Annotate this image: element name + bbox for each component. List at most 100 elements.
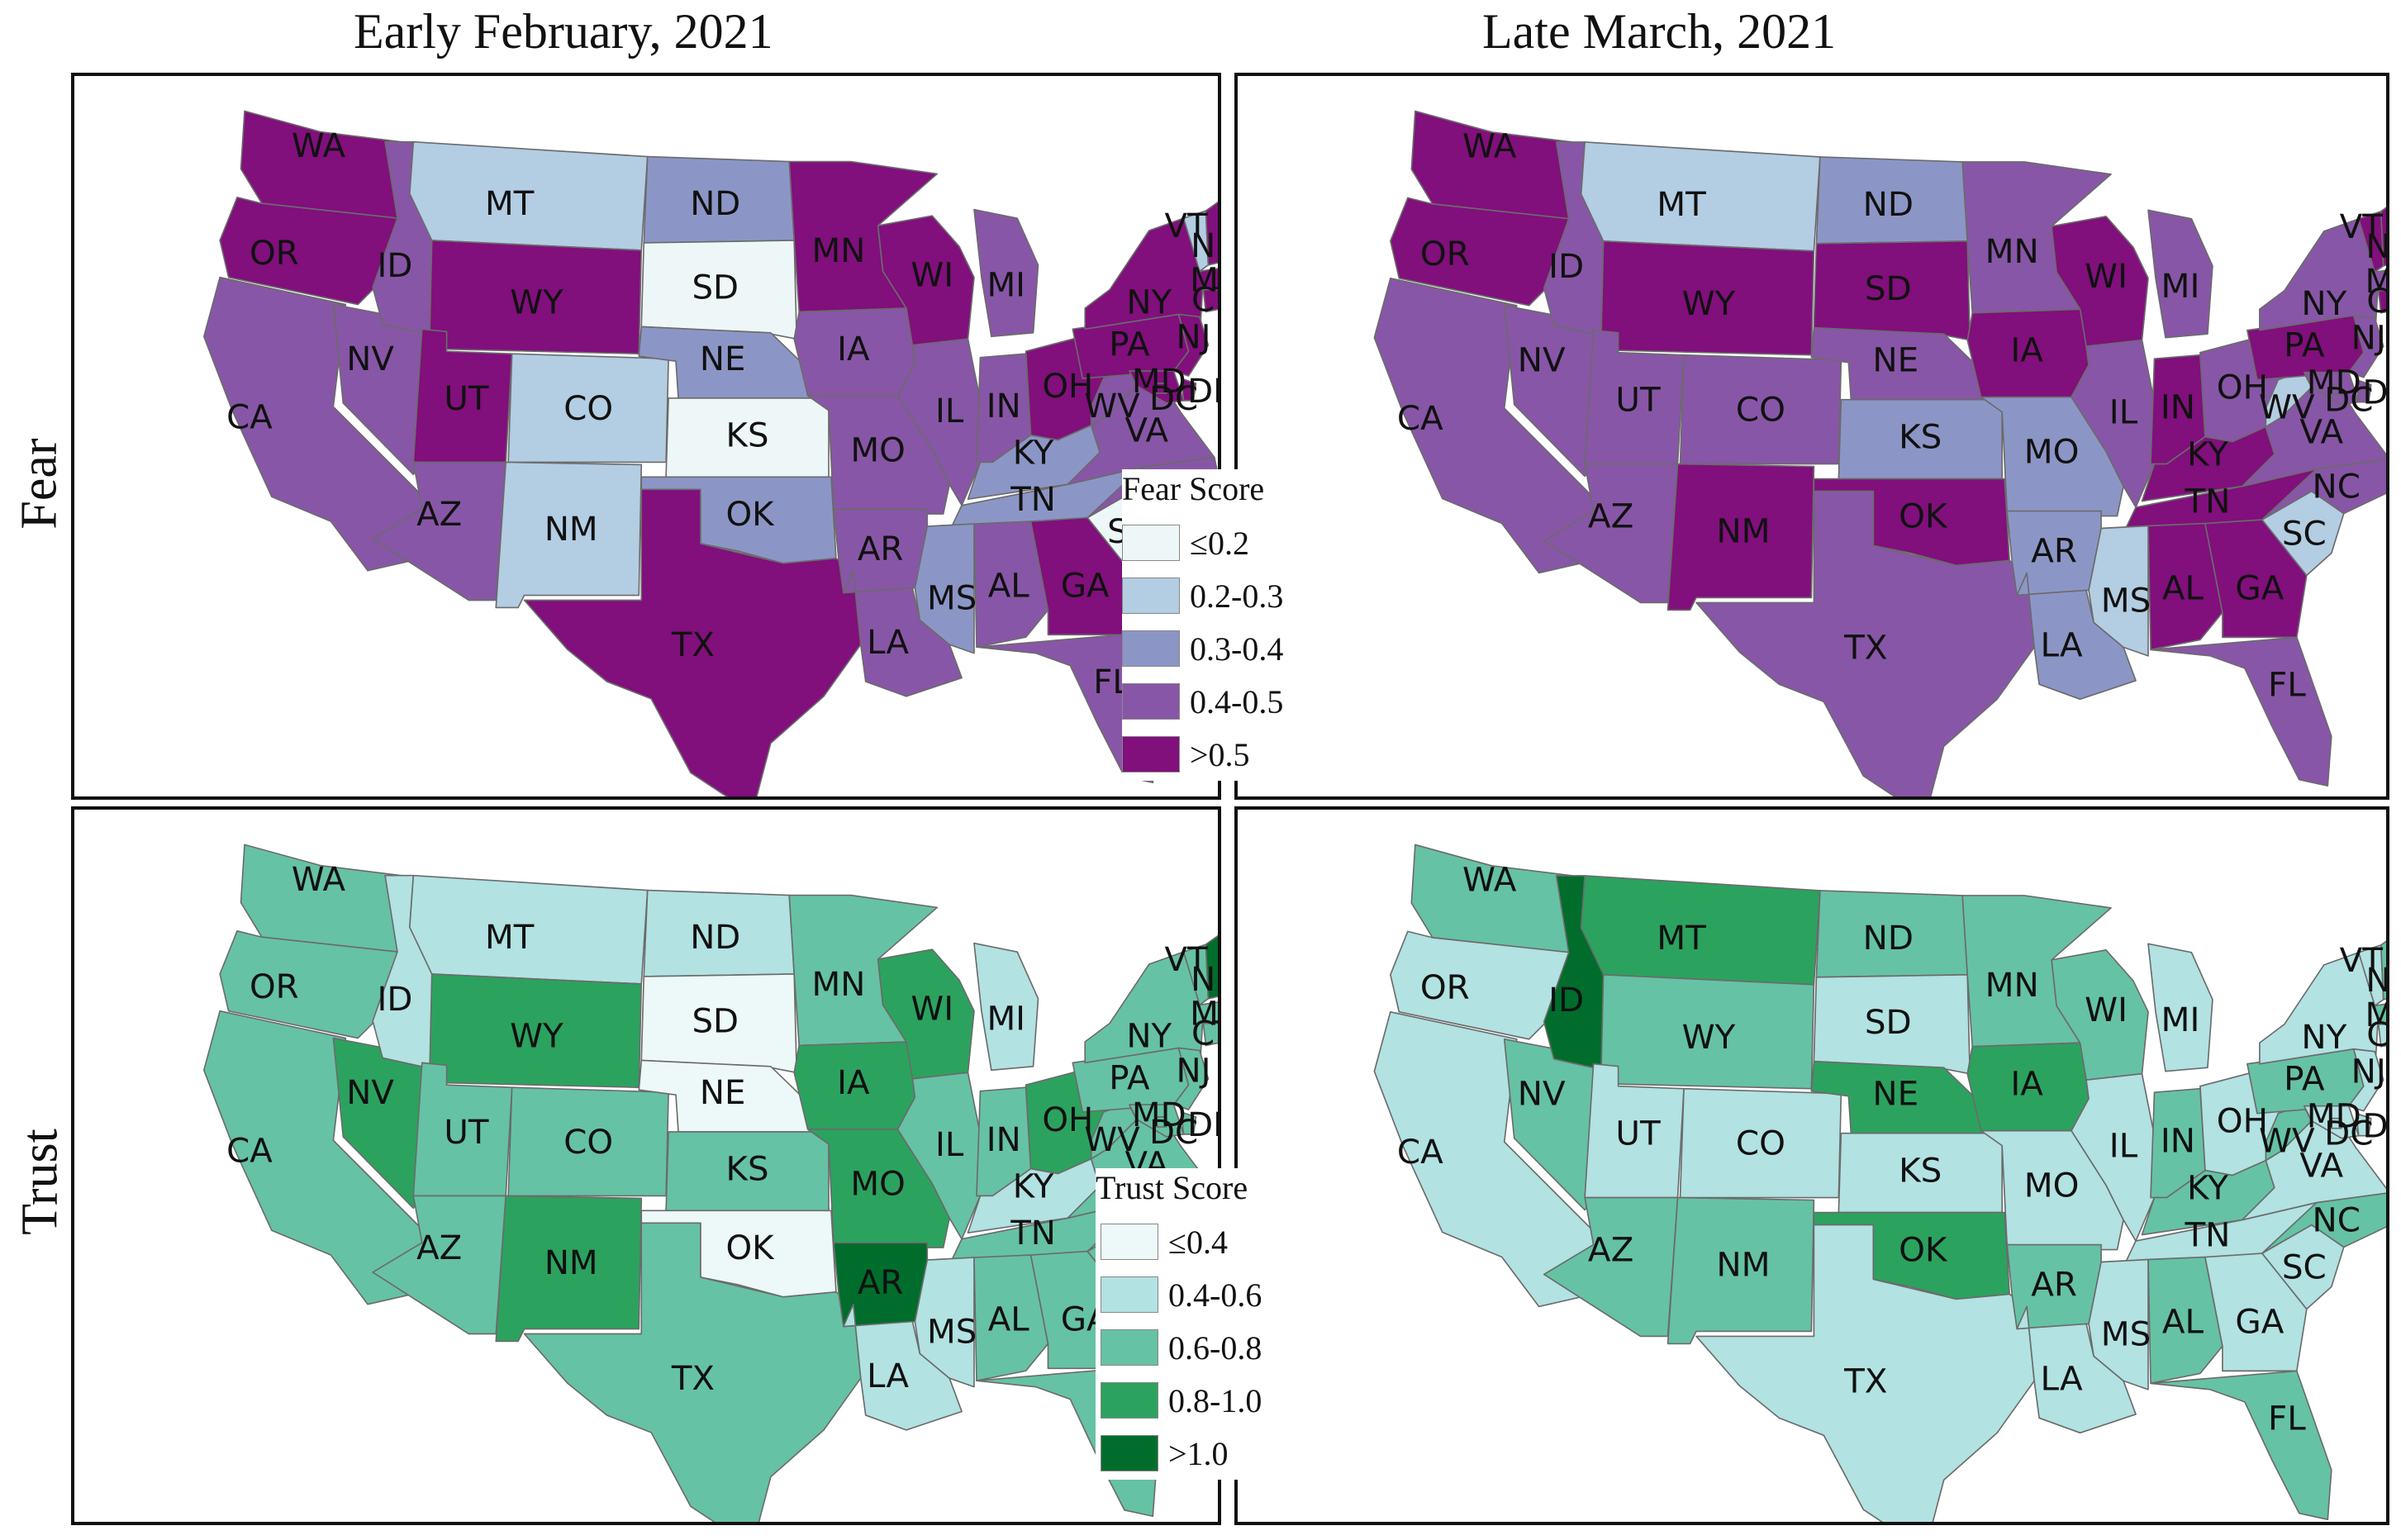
state-label-nm: NM xyxy=(1716,1245,1770,1285)
state-label-il: IL xyxy=(2109,1126,2138,1166)
state-nh xyxy=(1205,201,1218,266)
trust-late-march-map: WA OR CA NV ID MT WY UT AZ CO NM ND SD NE KS OK TX MN IA MO… xyxy=(1234,806,2389,1525)
state-label-sc: SC xyxy=(2282,513,2327,553)
state-label-tx: TX xyxy=(1843,627,1887,667)
trust-legend-item: 0.8-1.0 xyxy=(1096,1374,1262,1427)
state-de xyxy=(2355,378,2372,403)
state-label-il: IL xyxy=(2109,392,2138,432)
state-label-nd: ND xyxy=(1863,918,1914,958)
state-ca xyxy=(1373,277,1610,574)
state-label-de: DE xyxy=(2362,1106,2386,1146)
fear-legend-item: 0.4-0.5 xyxy=(1122,675,1283,728)
state-label-wv: WV xyxy=(1084,1121,1140,1159)
trust-legend-label: 0.6-0.8 xyxy=(1168,1328,1262,1367)
state-label-ms: MS xyxy=(2101,1314,2151,1353)
state-ma xyxy=(2374,269,2386,292)
state-label-wv: WV xyxy=(1084,387,1140,425)
state-la xyxy=(843,1303,963,1431)
state-label-la: LA xyxy=(2041,1358,2083,1398)
state-ma xyxy=(1199,1001,1218,1024)
state-nj xyxy=(1172,1047,1210,1110)
state-label-sd: SD xyxy=(692,269,739,307)
state-label-in: IN xyxy=(2161,1121,2195,1161)
trust-legend-title: Trust Score xyxy=(1096,1169,1248,1206)
state-label-pa: PA xyxy=(1109,326,1150,364)
state-or xyxy=(1390,197,1571,307)
state-ks xyxy=(665,397,830,478)
state-label-ca: CA xyxy=(226,398,273,436)
state-label-ca: CA xyxy=(1397,1132,1443,1172)
state-label-nv: NV xyxy=(1518,340,1566,380)
trust-legend-item: ≤0.4 xyxy=(1096,1215,1262,1268)
trust-legend-swatch xyxy=(1101,1435,1158,1471)
state-al xyxy=(973,520,1049,649)
state-label-pa: PA xyxy=(1109,1059,1150,1097)
state-il xyxy=(896,338,982,506)
state-label-ar: AR xyxy=(2031,1264,2077,1304)
state-nj xyxy=(2347,314,2384,378)
state-label-nh: NH xyxy=(1191,227,1218,265)
state-label-mn: MN xyxy=(1985,965,2039,1005)
state-or xyxy=(219,929,400,1039)
state-al xyxy=(2147,522,2223,651)
state-label-vt: VT xyxy=(2340,940,2384,980)
state-label-nd: ND xyxy=(690,919,740,957)
state-mi xyxy=(2147,943,2213,1072)
state-label-fl: FL xyxy=(2268,664,2306,704)
state-label-nh: NH xyxy=(2365,226,2386,266)
state-label-de: DE xyxy=(2362,373,2386,412)
trust-legend-swatch xyxy=(1101,1276,1158,1313)
state-ny xyxy=(1084,951,1205,1086)
state-label-dc: DC xyxy=(2324,380,2373,420)
state-label-al: AL xyxy=(988,568,1030,606)
state-label-va: VA xyxy=(1125,412,1169,450)
state-ny xyxy=(1084,217,1205,353)
trust-legend-swatch xyxy=(1101,1382,1158,1419)
state-label-ma: MA xyxy=(2365,261,2386,301)
state-tx xyxy=(1695,490,2035,796)
state-il xyxy=(896,1072,982,1240)
state-label-oh: OH xyxy=(1042,368,1093,406)
state-la xyxy=(2016,572,2137,701)
state-ca xyxy=(202,1010,439,1305)
state-label-ky: KY xyxy=(1013,1168,1054,1206)
state-label-ks: KS xyxy=(726,417,769,455)
fear-legend-swatch xyxy=(1122,630,1180,667)
state-label-nd: ND xyxy=(690,185,740,223)
state-label-ky: KY xyxy=(1013,435,1054,473)
state-de xyxy=(1180,1111,1197,1135)
fear-legend-label: 0.3-0.4 xyxy=(1190,630,1284,668)
trust-legend-label: 0.4-0.6 xyxy=(1168,1276,1262,1314)
state-label-ms: MS xyxy=(927,580,977,618)
state-label-wv: WV xyxy=(2259,1121,2315,1161)
state-sd xyxy=(640,240,798,340)
state-label-tx: TX xyxy=(671,626,715,664)
state-label-nj: NJ xyxy=(1176,1052,1210,1090)
state-label-ar: AR xyxy=(2031,530,2077,570)
state-nj xyxy=(2347,1048,2384,1112)
state-label-ma: MA xyxy=(2365,995,2386,1034)
state-label-mt: MT xyxy=(485,185,535,223)
trust-legend-item: 0.4-0.6 xyxy=(1096,1268,1262,1321)
state-label-co: CO xyxy=(563,1124,613,1162)
state-label-nj: NJ xyxy=(1176,318,1210,356)
state-label-or: OR xyxy=(1420,967,1470,1007)
state-label-ca: CA xyxy=(226,1132,273,1170)
state-ks xyxy=(1838,1132,2003,1214)
state-label-nv: NV xyxy=(1518,1074,1566,1114)
state-ny xyxy=(2259,952,2380,1087)
state-label-va: VA xyxy=(2299,412,2343,452)
state-nh xyxy=(2380,207,2386,267)
state-label-mi: MI xyxy=(2161,266,2200,306)
state-or xyxy=(1390,930,1571,1040)
state-label-ar: AR xyxy=(858,1264,904,1302)
state-label-or: OR xyxy=(1420,234,1470,273)
state-label-ct: CT xyxy=(1191,282,1218,320)
state-label-az: AZ xyxy=(1588,1230,1633,1270)
state-label-va: VA xyxy=(2299,1146,2343,1186)
state-label-ga: GA xyxy=(2235,568,2284,607)
state-label-in: IN xyxy=(987,387,1021,425)
state-label-id: ID xyxy=(378,981,413,1019)
state-label-or: OR xyxy=(250,968,299,1006)
trust-legend-label: >1.0 xyxy=(1168,1434,1229,1472)
